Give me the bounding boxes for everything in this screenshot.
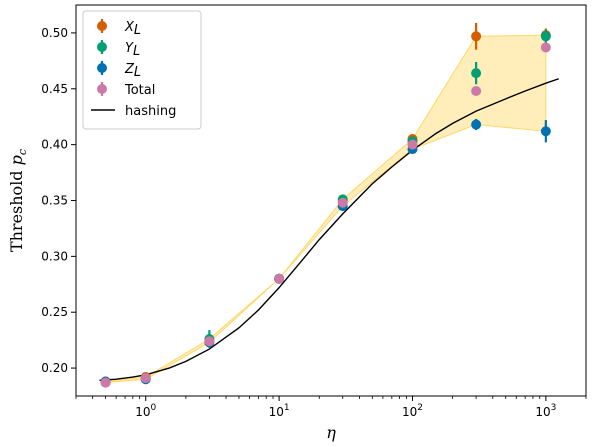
data-point: [471, 31, 482, 42]
data-point: [540, 31, 551, 42]
legend-label: Total: [124, 83, 155, 98]
legend-label: ZL: [124, 62, 141, 80]
data-series-layer: [100, 22, 551, 388]
x-axis-label: η: [326, 423, 336, 442]
legend-marker: [97, 21, 107, 31]
legend-box: [82, 10, 202, 130]
y-tick-label: 0.35: [41, 194, 68, 208]
x-tick-label: 103: [535, 403, 556, 419]
legend-marker: [97, 84, 107, 94]
x-tick-label: 101: [269, 403, 290, 419]
hashing-curve-layer: [99, 78, 560, 382]
y-tick-label: 0.40: [41, 138, 68, 152]
legend-entry-hashing: hashing: [91, 104, 176, 119]
series-total: [100, 42, 551, 388]
legend-entry: ZL: [97, 61, 141, 80]
legend-label: hashing: [125, 104, 176, 119]
y-axis-label: Threshold pc: [7, 149, 29, 252]
y-tick-label: 0.20: [41, 361, 68, 375]
x-tick-label: 102: [402, 403, 423, 419]
data-point: [204, 336, 215, 347]
hashing-curve: [99, 78, 560, 382]
y-tick-label: 0.25: [41, 305, 68, 319]
legend-marker: [97, 63, 107, 73]
legend: XL YL ZL Total hashing: [82, 10, 202, 130]
x-tick-label: 100: [135, 403, 156, 419]
data-point: [100, 377, 111, 388]
data-point: [540, 126, 551, 137]
y-tick-label: 0.45: [41, 82, 68, 96]
axes: 0.20 0.25 0.30 0.35 0.40 0.45 0.50 100 101 102 103…: [7, 4, 587, 442]
data-point: [337, 197, 348, 208]
data-point: [471, 86, 482, 97]
data-point: [540, 42, 551, 53]
legend-entry: XL: [97, 19, 141, 38]
data-point: [140, 373, 151, 384]
legend-marker: [97, 42, 107, 52]
data-point: [407, 139, 418, 150]
series-zl: [100, 118, 551, 387]
legend-entry: Total: [97, 82, 155, 98]
legend-label: YL: [125, 41, 140, 59]
y-tick-label: 0.50: [41, 26, 68, 40]
legend-entry: YL: [97, 40, 140, 59]
legend-label: XL: [124, 20, 141, 38]
data-point: [471, 68, 482, 79]
data-point: [274, 273, 285, 284]
y-tick-label: 0.30: [41, 249, 68, 263]
data-point: [471, 119, 482, 130]
